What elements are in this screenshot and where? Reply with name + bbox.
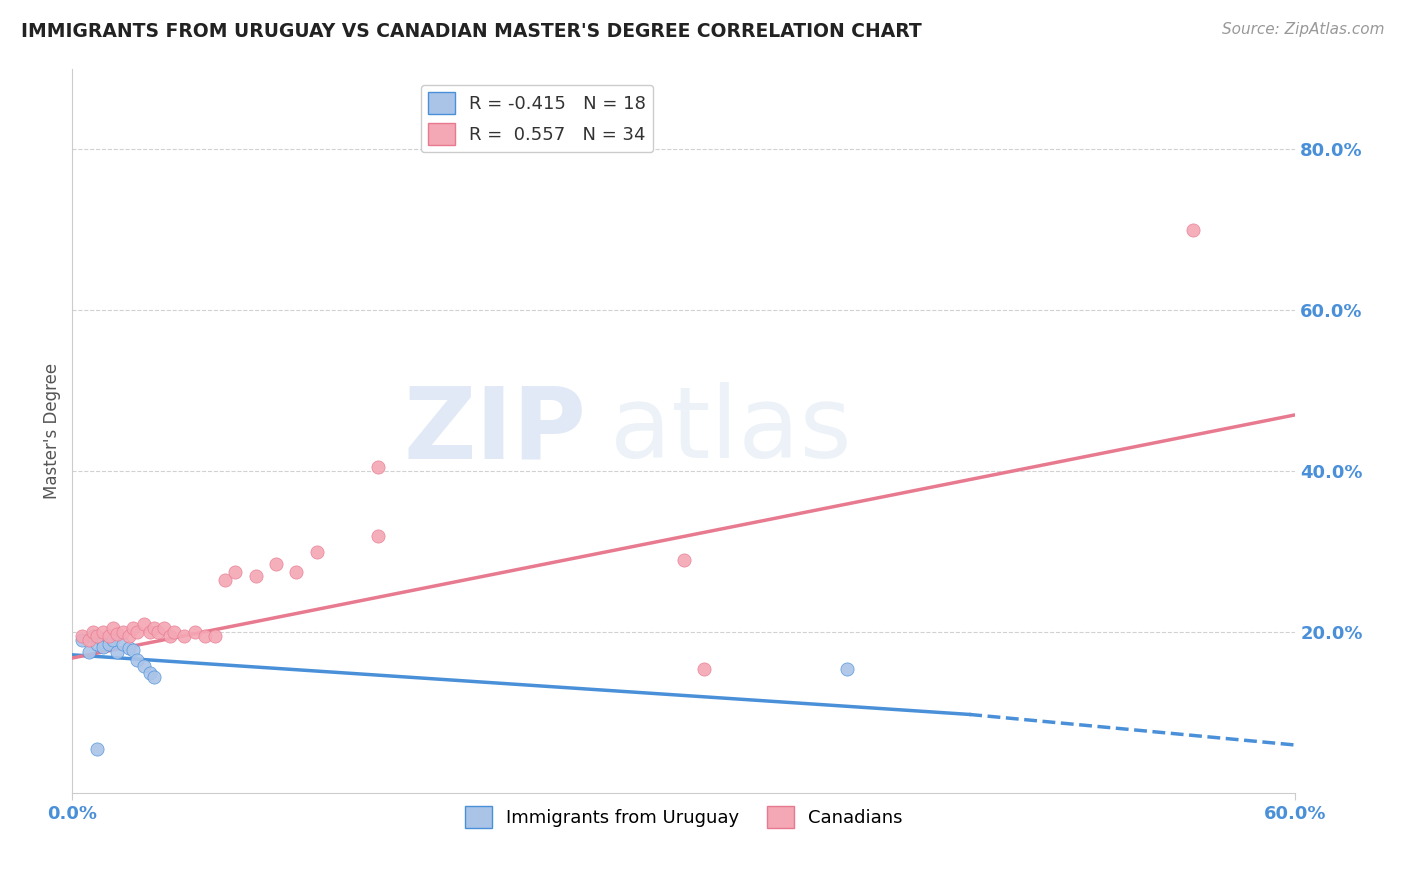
- Point: [146, 625, 169, 640]
- Text: atlas: atlas: [610, 383, 852, 479]
- Text: IMMIGRANTS FROM URUGUAY VS CANADIAN MASTER'S DEGREE CORRELATION CHART: IMMIGRANTS FROM URUGUAY VS CANADIAN MAST…: [21, 22, 922, 41]
- Point: [204, 629, 226, 643]
- Text: ZIP: ZIP: [404, 383, 586, 479]
- Legend: Immigrants from Uruguay, Canadians: Immigrants from Uruguay, Canadians: [458, 798, 910, 835]
- Point: [105, 627, 128, 641]
- Point: [82, 625, 104, 640]
- Point: [367, 528, 389, 542]
- Point: [105, 645, 128, 659]
- Point: [163, 625, 186, 640]
- Point: [127, 625, 149, 640]
- Point: [112, 637, 135, 651]
- Point: [127, 653, 149, 667]
- Text: Source: ZipAtlas.com: Source: ZipAtlas.com: [1222, 22, 1385, 37]
- Point: [672, 553, 695, 567]
- Point: [224, 565, 246, 579]
- Point: [118, 641, 141, 656]
- Point: [86, 629, 108, 643]
- Point: [245, 569, 267, 583]
- Point: [82, 629, 104, 643]
- Point: [142, 669, 165, 683]
- Point: [86, 637, 108, 651]
- Point: [159, 629, 181, 643]
- Point: [112, 625, 135, 640]
- Point: [72, 629, 94, 643]
- Point: [367, 460, 389, 475]
- Point: [305, 545, 328, 559]
- Point: [132, 659, 155, 673]
- Point: [122, 621, 145, 635]
- Point: [101, 633, 124, 648]
- Point: [1182, 222, 1205, 236]
- Point: [138, 665, 160, 680]
- Point: [122, 643, 145, 657]
- Y-axis label: Master's Degree: Master's Degree: [44, 363, 60, 499]
- Point: [142, 621, 165, 635]
- Point: [194, 629, 217, 643]
- Point: [72, 633, 94, 648]
- Point: [214, 573, 236, 587]
- Point: [118, 629, 141, 643]
- Point: [285, 565, 308, 579]
- Point: [264, 557, 287, 571]
- Point: [835, 661, 858, 675]
- Point: [97, 629, 120, 643]
- Point: [86, 742, 108, 756]
- Point: [91, 625, 114, 640]
- Point: [173, 629, 195, 643]
- Point: [183, 625, 205, 640]
- Point: [97, 637, 120, 651]
- Point: [77, 633, 100, 648]
- Point: [138, 625, 160, 640]
- Point: [91, 635, 114, 649]
- Point: [91, 640, 114, 654]
- Point: [77, 645, 100, 659]
- Point: [101, 621, 124, 635]
- Point: [693, 661, 716, 675]
- Point: [132, 617, 155, 632]
- Point: [153, 621, 176, 635]
